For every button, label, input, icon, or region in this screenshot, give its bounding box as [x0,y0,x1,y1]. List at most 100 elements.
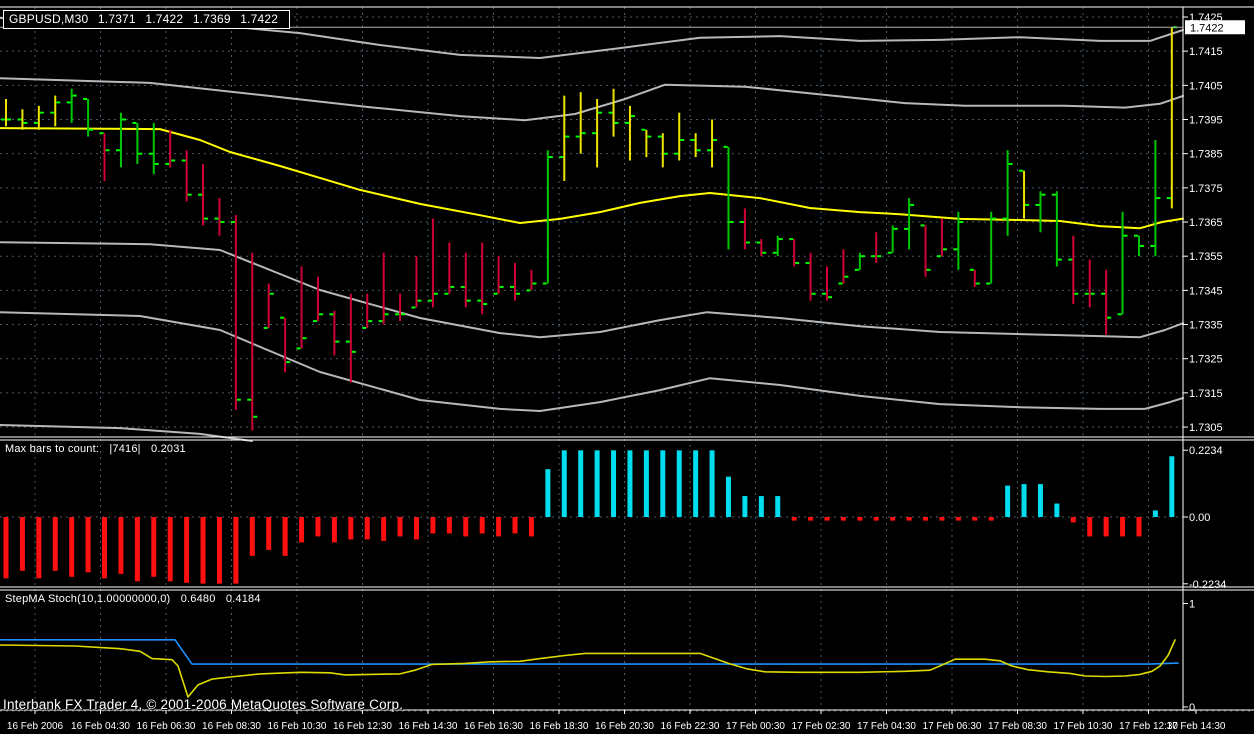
time-axis-label: 17 Feb 00:30 [726,721,785,732]
quote-high: 1.7422 [145,12,184,26]
hist-bar [561,450,567,517]
time-axis-label: 16 Feb 16:30 [464,721,523,732]
hist-bar [594,450,600,517]
time-axis-label: 16 Feb 06:30 [137,721,196,732]
time-axis-label: 16 Feb 14:30 [399,721,458,732]
time-axis-label: 16 Feb 20:30 [595,721,654,732]
hist-bar [873,517,879,521]
hist-bar [709,450,715,517]
price-axis-label: 1.7335 [1189,320,1223,332]
indicator2-value-slow: 0.4184 [225,593,261,605]
hist-bar [955,517,961,521]
hist-bar [906,517,912,521]
time-axis-label: 17 Feb 08:30 [988,721,1047,732]
price-axis-label: 1.7325 [1189,354,1223,366]
hist-bar [315,517,321,537]
hist-bar [890,517,896,521]
hist-bar [758,496,764,517]
time-axis-label: 16 Feb 2006 [7,721,64,732]
time-axis-label: 17 Feb 12:30 [1119,721,1178,732]
hist-bar [1070,517,1076,523]
hist-bar [233,517,239,584]
hist-bar [430,517,436,534]
indicator1-label: Max bars to count: |7416| 0.2031 [5,443,193,455]
hist-bar [414,517,419,540]
hist-bar [479,517,485,534]
hist-bar [463,517,469,537]
hist-bar [627,450,633,517]
hist-bar [1054,503,1060,517]
hist-bar [939,517,945,521]
hist-bar [184,517,190,583]
hist-bar [282,517,288,556]
quote-close: 1.7422 [240,12,279,26]
hist-bar [840,517,846,521]
hist-bar [1103,517,1109,537]
hist-bar [397,517,403,537]
price-axis-label: 1.7415 [1189,46,1223,58]
time-axis-label: 17 Feb 06:30 [923,721,982,732]
hist-bar [381,517,387,541]
hist-bar [102,517,108,579]
hist-bar [660,450,666,517]
hist-bar [1037,484,1043,517]
hist-bar [972,517,978,521]
hist-bar [676,450,682,517]
bid-price-box-value: 1.7422 [1190,22,1224,34]
band-line-upper1 [0,77,1184,122]
indicator2-name: StepMA Stoch(10,1.00000000,0) [5,593,171,605]
indicator1-current-value: 0.2031 [151,443,186,455]
stoch-slow-line [0,639,1179,665]
hist-bar [496,517,502,537]
time-axis-label: 16 Feb 04:30 [71,721,130,732]
price-axis-label: 1.7365 [1189,217,1223,229]
indicator2-axis-label: 1 [1189,599,1195,611]
hist-bar [348,517,354,540]
hist-bar [249,517,255,556]
hist-bar [693,450,699,517]
band-line-lower1 [0,241,1184,339]
hist-bar [791,517,797,521]
time-axis-label: 17 Feb 10:30 [1054,721,1113,732]
time-axis-label: 17 Feb 02:30 [792,721,851,732]
price-axis-label: 1.7345 [1189,285,1223,297]
price-axis-label: 1.7385 [1189,149,1223,161]
time-axis-label: 16 Feb 08:30 [202,721,261,732]
hist-bar [266,517,272,550]
indicator2-value-fast: 0.6480 [180,593,216,605]
hist-bar [578,450,584,517]
hist-bar [69,517,75,577]
hist-bar [331,517,337,543]
hist-bar [1005,485,1011,517]
hist-bar [3,517,9,579]
indicator1-axis-label: -0.2234 [1189,579,1226,591]
time-axis-label: 16 Feb 22:30 [661,721,720,732]
hist-bar [512,517,518,534]
hist-bar [167,517,173,582]
time-axis-label: 16 Feb 18:30 [530,721,589,732]
indicator1-name: Max bars to count: [5,443,100,455]
hist-bar [36,517,42,579]
quote-low: 1.7369 [192,12,231,26]
hist-bar [824,517,830,521]
hist-bar [1087,517,1093,537]
ma-line-yellow [0,127,1184,230]
hist-bar [364,517,370,540]
hist-bar [200,517,206,584]
price-axis-label: 1.7315 [1189,388,1223,400]
hist-bar [1169,456,1175,517]
hist-bar [611,450,617,517]
hist-bar [808,517,814,521]
hist-bar [988,517,994,521]
hist-bar [725,476,731,517]
hist-bar [923,517,929,521]
price-axis-label: 1.7405 [1189,80,1223,92]
hist-bar [19,517,25,571]
indicator1-axis-label: 0.2234 [1189,445,1223,457]
hist-bar [299,517,305,543]
hist-bar [216,517,222,584]
indicator2-axis-label: 0 [1189,702,1195,714]
time-axis-label: 16 Feb 12:30 [333,721,392,732]
